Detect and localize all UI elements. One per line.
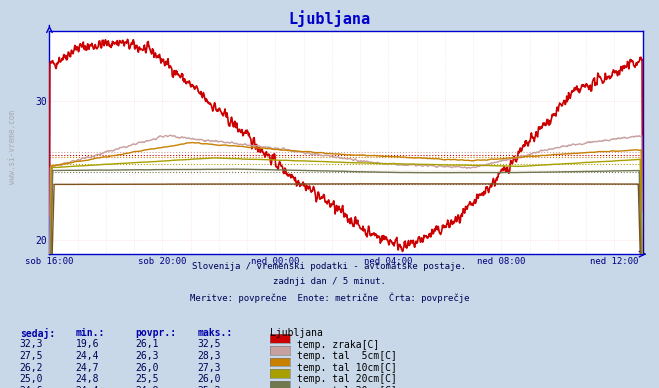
Text: 26,0: 26,0 (198, 374, 221, 385)
Text: 25,0: 25,0 (20, 374, 43, 385)
Text: Slovenija / vremenski podatki - avtomatske postaje.: Slovenija / vremenski podatki - avtomats… (192, 262, 467, 271)
Text: 28,3: 28,3 (198, 351, 221, 361)
Text: povpr.:: povpr.: (135, 328, 176, 338)
Text: temp. tal 30cm[C]: temp. tal 30cm[C] (297, 386, 397, 388)
Text: 32,3: 32,3 (20, 340, 43, 350)
Text: 24,9: 24,9 (135, 386, 159, 388)
Text: Meritve: povprečne  Enote: metrične  Črta: povprečje: Meritve: povprečne Enote: metrične Črta:… (190, 293, 469, 303)
Text: min.:: min.: (76, 328, 105, 338)
Text: 24,4: 24,4 (76, 386, 100, 388)
Text: temp. zraka[C]: temp. zraka[C] (297, 340, 379, 350)
Text: 24,7: 24,7 (76, 363, 100, 373)
Text: sedaj:: sedaj: (20, 328, 55, 339)
Text: 19,6: 19,6 (76, 340, 100, 350)
Text: temp. tal 10cm[C]: temp. tal 10cm[C] (297, 363, 397, 373)
Text: 25,2: 25,2 (198, 386, 221, 388)
Text: 27,5: 27,5 (20, 351, 43, 361)
Text: 26,0: 26,0 (135, 363, 159, 373)
Text: 26,1: 26,1 (135, 340, 159, 350)
Text: www.si-vreme.com: www.si-vreme.com (8, 111, 17, 184)
Text: temp. tal  5cm[C]: temp. tal 5cm[C] (297, 351, 397, 361)
Text: Ljubljana: Ljubljana (270, 328, 323, 338)
Text: zadnji dan / 5 minut.: zadnji dan / 5 minut. (273, 277, 386, 286)
Text: 24,8: 24,8 (76, 374, 100, 385)
Text: maks.:: maks.: (198, 328, 233, 338)
Text: 25,5: 25,5 (135, 374, 159, 385)
Text: 27,3: 27,3 (198, 363, 221, 373)
Text: Ljubljana: Ljubljana (289, 10, 370, 26)
Text: temp. tal 20cm[C]: temp. tal 20cm[C] (297, 374, 397, 385)
Text: 24,4: 24,4 (76, 351, 100, 361)
Text: 24,6: 24,6 (20, 386, 43, 388)
Text: 26,2: 26,2 (20, 363, 43, 373)
Text: 32,5: 32,5 (198, 340, 221, 350)
Text: 26,3: 26,3 (135, 351, 159, 361)
